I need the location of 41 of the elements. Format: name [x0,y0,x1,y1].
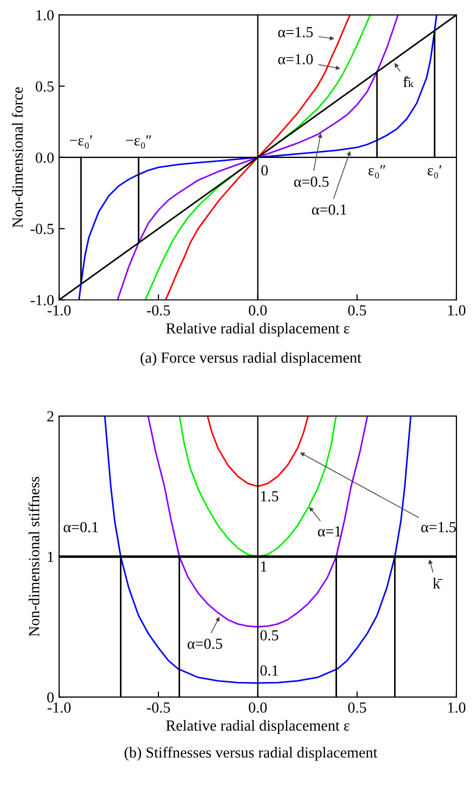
y-tick-label: 0.5 [36,81,54,92]
annotation: 0 [261,165,268,176]
x-tick-label: 0.0 [248,702,267,713]
annotation: −ε₀″ [126,135,152,149]
annotation: α=0.1 [312,204,346,215]
x-tick-label: -0.5 [146,305,170,316]
y-tick-label: 1 [48,552,54,562]
x-tick-label: 0.0 [248,305,267,316]
annotation: 0.5 [260,630,278,641]
x-tick-label: 1.0 [448,702,466,713]
text: (a) Force versus radial displacement [140,352,362,366]
annotation: α=0.5 [294,176,329,187]
annotation: k̄ [432,578,443,588]
y-tick-label: 1.0 [36,10,54,20]
y-tick-label: -1.0 [30,295,54,306]
y-tick-label: 0.0 [36,152,54,163]
annotation: α=0.1 [64,522,98,532]
x-tick-label: 1.0 [448,305,466,316]
y-tick-label: 2 [47,411,54,422]
annotation: ε₀′ [428,165,442,178]
y-tick-label: -0.5 [30,224,54,234]
annotation: 1 [261,561,266,572]
annotation: α=0.5 [188,638,222,649]
y-axis-title: Non-dimensional stiffness [28,476,40,636]
x-axis-title: Relative radial displacement ε [166,322,350,337]
annotation: −ε₀′ [70,135,92,149]
x-tick-label: -0.5 [146,702,170,713]
annotation: ε₀″ [368,165,386,178]
annotation: f̄ₖ [403,76,414,88]
x-tick-label: 0.5 [348,702,366,713]
annotation: α=1.0 [278,54,313,64]
y-tick-label: 0 [47,692,54,703]
x-tick-label: 0.5 [348,305,366,316]
annotation: α=1.5 [421,522,456,532]
annotation: 1.5 [261,491,278,502]
annotation: α=1.5 [278,27,313,38]
annotation: α=1 [318,526,341,536]
text: (b) Stiffnesses versus radial displacement [124,746,378,761]
x-axis-title: Relative radial displacement ε [166,720,350,734]
annotation: 0.1 [260,665,278,676]
y-axis-title: Non-dimensional force [12,87,23,228]
